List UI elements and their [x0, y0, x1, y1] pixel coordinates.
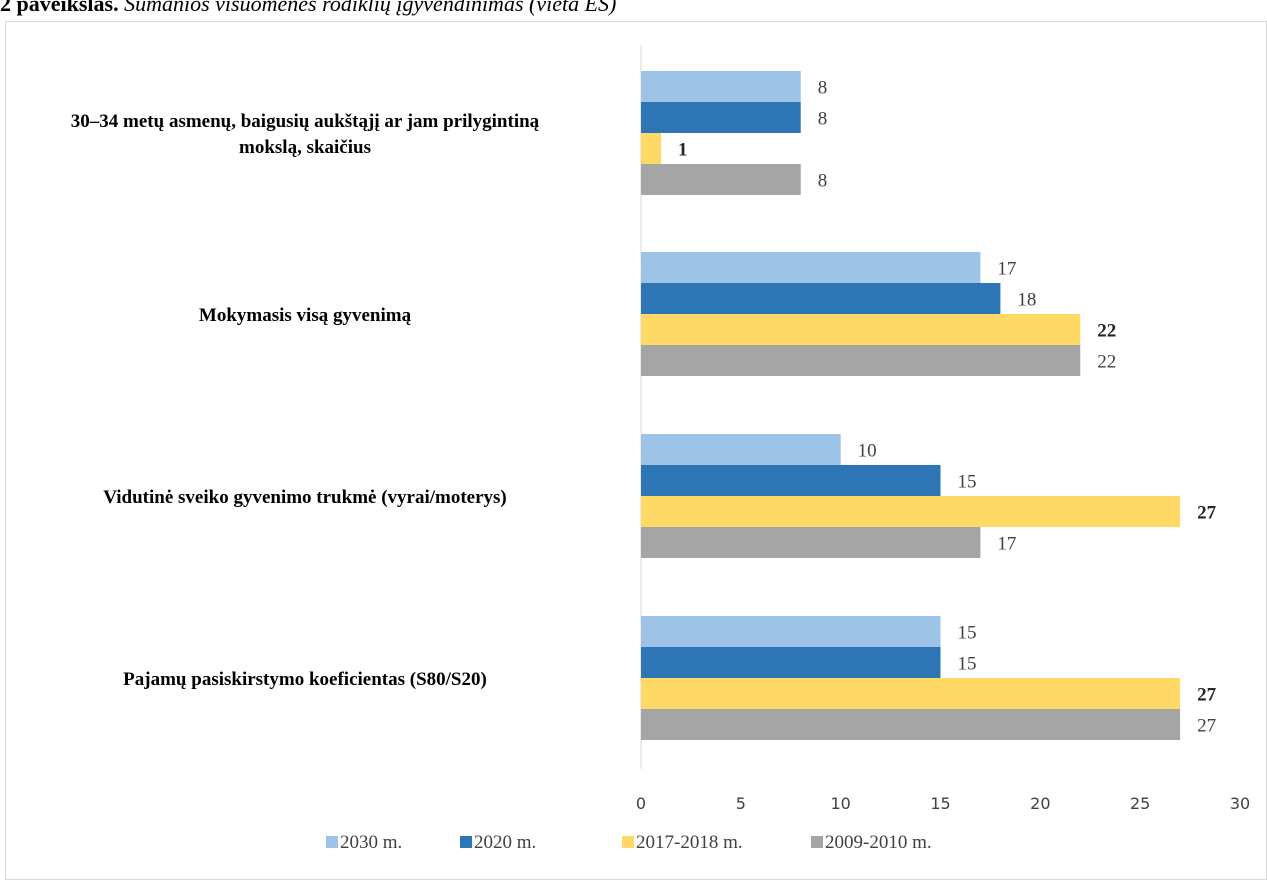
bar: [641, 133, 661, 164]
legend-label: 2020 m.: [474, 832, 536, 853]
x-tick-label: 15: [930, 794, 950, 813]
x-tick-label: 10: [830, 794, 850, 813]
legend-swatch: [811, 836, 823, 848]
data-label: 17: [997, 259, 1016, 280]
bar: [641, 527, 981, 558]
data-label: 22: [1097, 352, 1116, 373]
x-tick-label: 30: [1230, 794, 1250, 813]
bar: [641, 252, 981, 283]
category-label: Mokymasis visą gyvenimą: [199, 305, 412, 326]
bar: [641, 709, 1181, 740]
bar: [641, 434, 841, 465]
category-label: Pajamų pasiskirstymo koeficientas (S80/S…: [123, 669, 487, 690]
legend-label: 2009-2010 m.: [825, 832, 932, 853]
x-tick-label: 0: [636, 794, 646, 813]
data-label: 8: [818, 171, 828, 192]
data-label: 27: [1197, 716, 1216, 737]
bar: [641, 345, 1081, 376]
category-label: Vidutinė sveiko gyvenimo trukmė (vyrai/m…: [103, 487, 507, 508]
data-label: 10: [858, 441, 877, 462]
x-tick-label: 20: [1030, 794, 1050, 813]
legend-swatch: [622, 836, 634, 848]
bar: [641, 102, 801, 133]
bar: [641, 164, 801, 195]
data-label: 18: [1017, 290, 1036, 311]
bar: [641, 496, 1181, 527]
data-label: 22: [1097, 321, 1116, 342]
data-label: 17: [997, 534, 1016, 555]
data-label: 1: [678, 140, 688, 161]
legend-label: 2030 m.: [340, 832, 402, 853]
bar: [641, 678, 1181, 709]
data-label: 8: [818, 109, 828, 130]
bar: [641, 465, 941, 496]
legend-swatch: [460, 836, 472, 848]
figure-caption: 2 paveikslas. Sumanios visuomenės rodikl…: [0, 0, 616, 19]
bar: [641, 647, 941, 678]
caption-label: 2 paveikslas.: [0, 0, 119, 16]
bar: [641, 314, 1081, 345]
legend-label: 2017-2018 m.: [636, 832, 743, 853]
category-label: 30–34 metų asmenų, baigusių aukštąjį ar …: [71, 111, 540, 132]
data-label: 8: [818, 78, 828, 99]
bar: [641, 616, 941, 647]
bar: [641, 283, 1001, 314]
chart-area: 8 8 1 8 30–34 metų asmenų, baigusių aukštąjį…: [5, 21, 1267, 880]
category-label: mokslą, skaičius: [239, 137, 371, 158]
data-label: 15: [958, 654, 977, 675]
data-label: 27: [1197, 503, 1217, 524]
data-label: 27: [1197, 685, 1217, 706]
bar: [641, 71, 801, 102]
data-label: 15: [958, 472, 977, 493]
data-label: 15: [958, 623, 977, 644]
caption-text: Sumanios visuomenės rodiklių įgyvendinim…: [124, 0, 617, 16]
legend-swatch: [326, 836, 338, 848]
x-tick-label: 5: [736, 794, 746, 813]
x-tick-label: 25: [1130, 794, 1150, 813]
